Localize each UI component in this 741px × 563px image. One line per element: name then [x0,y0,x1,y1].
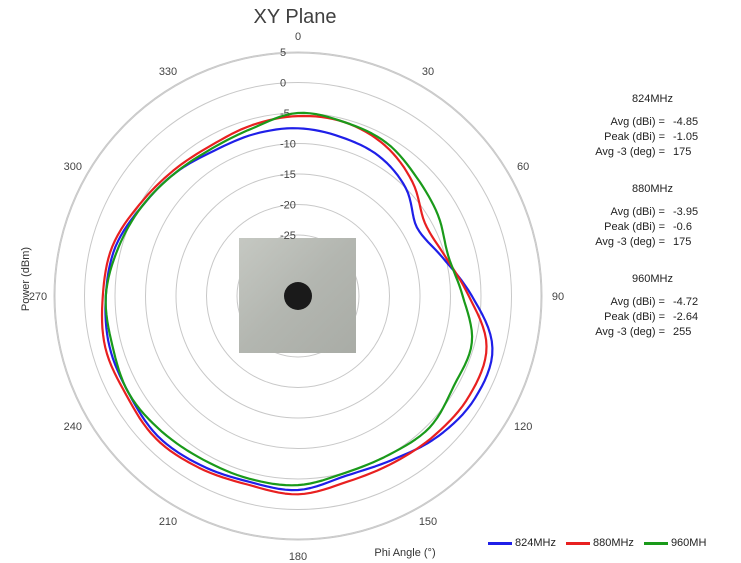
angle-tick-label: 150 [419,516,437,528]
radial-tick-label: 5 [280,47,286,59]
angle-tick-label: 210 [159,516,177,528]
stats-key: Avg (dBi) = [610,206,665,218]
angle-tick-label: 270 [29,291,47,303]
stats-row: Avg (dBi) = -3.95 [560,205,715,220]
angle-tick-label: 300 [64,161,82,173]
legend-item: 824MHz [488,537,556,549]
chart-title: XY Plane [253,6,337,28]
angle-tick-label: 0 [295,31,301,43]
grid-ring [175,173,421,419]
grid-ring [236,234,360,358]
stats-block-960: 960MHz Avg (dBi) = -4.72 Peak (dBi) = -2.6… [560,273,715,340]
stats-row: Avg (dBi) = -4.72 [560,295,715,310]
stats-value: 175 [673,236,692,248]
legend-item: 960MH [643,537,707,549]
grid-ring [53,51,543,541]
angle-axis-label: Phi Angle (°) [374,547,436,559]
device-photo [239,238,356,353]
legend-label: 824MHz [515,537,556,549]
series-line-880MHz [100,114,488,496]
angle-tick-label: 120 [514,421,532,433]
stats-frequency: 960MHz [632,273,673,285]
stats-key: Peak (dBi) = [604,131,665,143]
stats-block-880: 880MHz Avg (dBi) = -3.95 Peak (dBi) = -0.6… [560,183,715,250]
stats-value: -2.64 [673,311,699,323]
grid-ring [145,143,451,449]
stats-key: Peak (dBi) = [604,311,665,323]
stats-frequency: 824MHz [632,93,673,105]
stats-value: -4.72 [673,296,699,308]
stats-value: 175 [673,146,692,158]
radial-tick-label: -5 [280,108,290,120]
legend-swatch [643,541,668,545]
stats-value: -4.85 [673,116,699,128]
grid-ring [84,82,512,510]
stats-key: Avg (dBi) = [610,116,665,128]
stats-row: Avg -3 (deg) = 175 [560,145,715,160]
stats-key: Avg (dBi) = [610,296,665,308]
radial-axis-label: Power (dBm) [20,246,32,312]
angle-tick-label: 90 [552,291,564,303]
radial-tick-labels: 5 0 -5 -10 -15 -20 -25 [280,47,296,242]
legend-label: 960MH [670,537,707,549]
series-lines [100,111,494,496]
angle-tick-label: 30 [422,66,434,78]
stats-row: Avg (dBi) = -4.85 [560,115,715,130]
stats-row: Avg -3 (deg) = 175 [560,235,715,250]
stats-frequency: 880MHz [632,183,673,195]
stats-row: Peak (dBi) = -0.6 [560,220,715,235]
stats-block-824: 824MHz Avg (dBi) = -4.85 Peak (dBi) = -1.0… [560,93,715,160]
radial-tick-label: -20 [280,200,296,212]
legend-item: 880MHz [565,537,634,549]
grid-ring-outer [54,52,542,540]
stats-key: Peak (dBi) = [604,221,665,233]
angle-tick-labels: 0 30 60 90 120 150 180 210 240 270 300 330 [29,31,564,563]
chart-legend: 824MHz 880MHz 960MH [488,537,706,549]
stats-key: Avg -3 (deg) = [595,236,665,248]
angle-tick-label: 180 [289,551,307,563]
stats-value: -3.95 [673,206,699,218]
device-photo-dot [284,282,312,310]
series-line-960MH [104,111,474,487]
stats-key: Avg -3 (deg) = [595,326,665,338]
grid-ring [206,204,390,388]
stats-row: Peak (dBi) = -2.64 [560,310,715,325]
angle-tick-label: 330 [159,66,177,78]
radial-tick-label: -10 [280,139,296,151]
radial-tick-label: -25 [280,230,296,242]
legend-swatch [488,541,512,545]
legend-swatch [565,541,590,545]
stats-value: 255 [673,326,692,338]
stats-key: Avg -3 (deg) = [595,146,665,158]
stats-value: -1.05 [673,131,699,143]
angle-tick-label: 60 [517,161,529,173]
angle-tick-label: 240 [64,421,82,433]
legend-label: 880MHz [592,537,634,549]
stats-row: Peak (dBi) = -1.05 [560,130,715,145]
stats-row: Avg -3 (deg) = 255 [560,325,715,340]
radial-tick-label: 0 [280,78,286,90]
radial-tick-label: -15 [280,169,296,181]
stats-value: -0.6 [673,221,692,233]
